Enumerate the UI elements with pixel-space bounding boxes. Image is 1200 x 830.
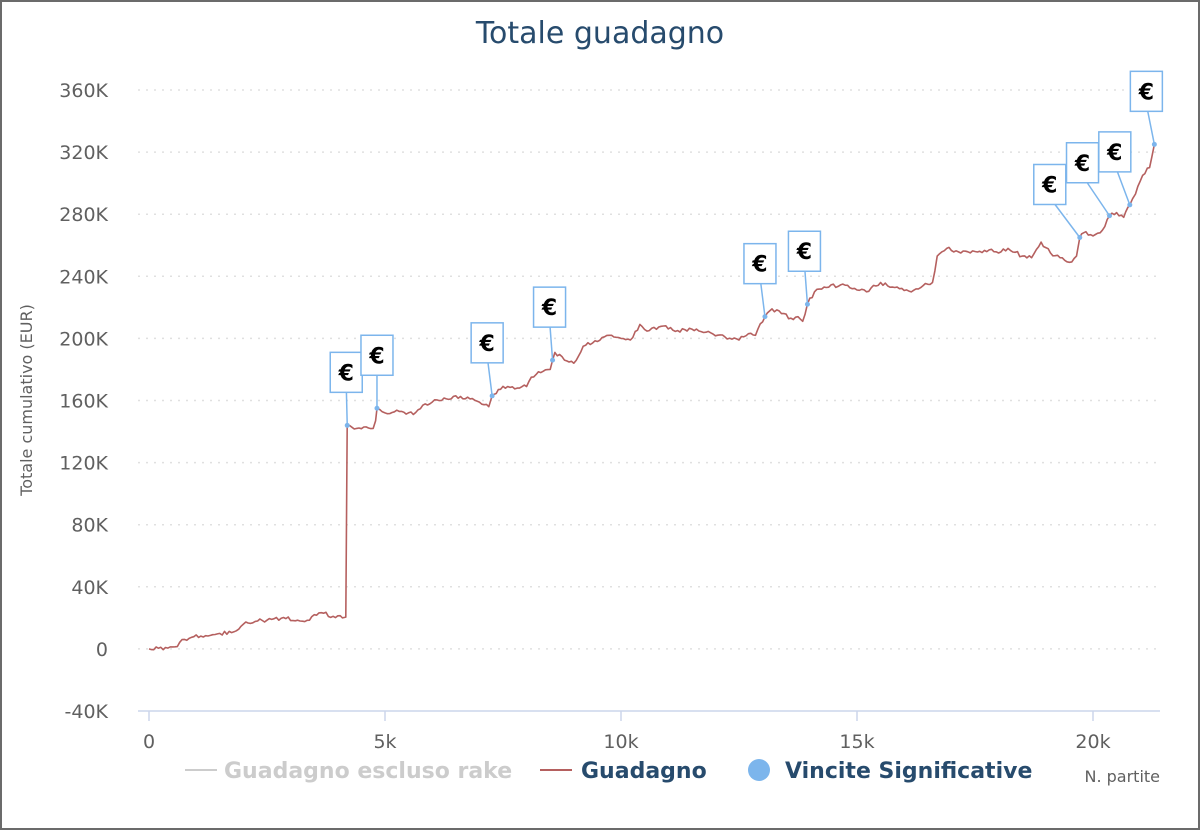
x-tick-label: 5k [373, 731, 396, 753]
significant-win-point[interactable] [1107, 213, 1113, 219]
y-tick-label: 40K [71, 577, 108, 599]
x-axis-label: N. partite [1084, 767, 1160, 786]
significant-win-point[interactable] [1077, 234, 1083, 240]
flag-label: € [1074, 152, 1090, 177]
flag-label: € [1041, 173, 1057, 198]
x-tick-label: 20k [1075, 731, 1110, 753]
flag-box [1033, 163, 1067, 206]
flag-box [470, 322, 504, 364]
flag-label: € [1138, 80, 1154, 105]
x-tick-label: 10k [603, 731, 638, 753]
flag-label: € [1106, 141, 1122, 166]
flag-box [360, 334, 394, 377]
legend: Guadagno escluso rake Guadagno Vincite Sig… [185, 759, 1032, 784]
legend-item[interactable]: Guadagno escluso rake [185, 759, 512, 784]
legend-label: Guadagno escluso rake [224, 759, 512, 784]
flag-box [787, 230, 822, 272]
flag-box [1065, 142, 1100, 184]
flag-marker[interactable]: € [743, 242, 777, 320]
y-tick-label: 320K [59, 142, 108, 164]
flag-label: € [368, 344, 384, 369]
y-tick-label: 360K [59, 80, 108, 102]
legend-item[interactable]: Guadagno [540, 759, 707, 784]
x-axis-ticks: 0 5k 10k 15k 20k [143, 711, 1111, 753]
flag-label: € [751, 253, 767, 278]
y-axis-label: Totale cumulativo (EUR) [17, 304, 36, 497]
legend-label: Vincite Significative [785, 759, 1032, 784]
flag-box [532, 286, 567, 328]
legend-label: Guadagno [581, 759, 707, 784]
flag-label: € [338, 361, 354, 386]
significant-win-point[interactable] [550, 357, 556, 363]
y-tick-label: 120K [59, 453, 108, 475]
series-line-guadagno [148, 144, 1156, 651]
y-tick-label: -40K [65, 701, 109, 723]
y-axis-tick-labels: -40K 0 40K 80K 120K 160K 200K 240K 280K 320K 360K [59, 80, 108, 723]
significant-win-point[interactable] [1151, 141, 1157, 147]
significant-win-point[interactable] [374, 405, 380, 411]
y-tick-label: 280K [59, 204, 108, 226]
significant-win-point[interactable] [762, 314, 768, 320]
flag-label: € [796, 240, 812, 265]
grid-lines [138, 89, 1160, 650]
x-tick-label: 15k [839, 731, 874, 753]
flag-marker[interactable]: € [1065, 142, 1113, 219]
flag-markers: € € € € € € € € € € [329, 70, 1164, 428]
flag-marker[interactable]: € [532, 286, 567, 363]
flag-marker[interactable]: € [329, 351, 363, 428]
y-tick-label: 200K [59, 328, 108, 350]
flag-box [329, 351, 363, 394]
flag-box [743, 242, 777, 285]
significant-win-point[interactable] [804, 301, 810, 307]
flag-marker[interactable]: € [1098, 131, 1133, 208]
y-tick-label: 0 [96, 639, 108, 661]
series-layer [148, 144, 1156, 651]
significant-win-point[interactable] [489, 393, 495, 399]
flag-marker[interactable]: € [1033, 163, 1083, 240]
flag-box [1129, 70, 1164, 113]
flag-box [1098, 131, 1132, 173]
x-tick-label: 0 [143, 731, 155, 753]
y-tick-label: 240K [59, 266, 108, 288]
flag-label: € [478, 332, 494, 357]
flag-marker[interactable]: € [787, 230, 822, 307]
chart-title: Totale guadagno [475, 16, 724, 51]
significant-win-point[interactable] [1127, 202, 1133, 208]
flag-marker[interactable]: € [1129, 70, 1164, 147]
legend-dot-symbol [748, 759, 770, 781]
legend-item[interactable]: Vincite Significative [748, 759, 1032, 784]
y-tick-label: 80K [71, 515, 108, 537]
flag-label: € [541, 296, 557, 321]
flag-marker[interactable]: € [470, 322, 504, 399]
y-tick-label: 160K [59, 391, 108, 413]
flag-marker[interactable]: € [360, 334, 394, 411]
significant-win-point[interactable] [344, 422, 350, 428]
